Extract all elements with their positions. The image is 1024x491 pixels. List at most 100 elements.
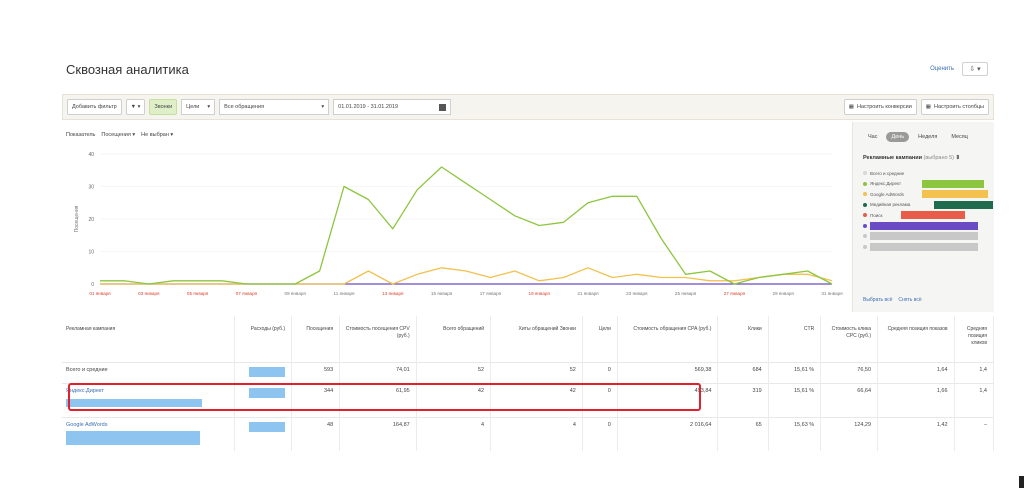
y-tick-label: 20 — [88, 217, 94, 223]
x-tick-label: 23 января — [626, 291, 648, 296]
date-range-input[interactable]: 01.01.2019 - 31.01.2019 — [333, 99, 452, 115]
campaign-link[interactable]: Google AdWords — [66, 421, 108, 428]
cpa-cell: 2 016,64 — [617, 416, 719, 451]
filter-menu-button[interactable]: ▼ ▾ — [125, 99, 146, 115]
rate-link[interactable]: Оценить — [930, 66, 954, 72]
legend-item[interactable]: Медийная реклама — [863, 200, 993, 211]
goals-cell: 0 — [582, 361, 618, 383]
avg-click-pos-cell: – — [954, 416, 995, 451]
ctr-cell: 15,63 % — [768, 416, 822, 451]
legend-item[interactable]: Всего и средние — [863, 168, 993, 179]
legend-actions: Выбрать всё Снять всё — [863, 297, 922, 303]
avg-click-pos-cell: 1,4 — [954, 361, 995, 383]
requests-select[interactable]: Все обращения ▾ — [219, 99, 330, 115]
col-spend[interactable]: Расходы (руб.) — [234, 316, 293, 362]
reset-all-link[interactable]: Снять всё — [898, 297, 922, 303]
corner-mark — [1019, 476, 1024, 488]
select-all-link[interactable]: Выбрать всё — [863, 297, 893, 303]
y-tick-label: 40 — [88, 152, 94, 158]
legend-bar — [870, 242, 979, 251]
calls-button[interactable]: Звонки — [149, 99, 178, 115]
ctr-cell: 15,61 % — [768, 361, 822, 383]
cpc-cell: 76,50 — [820, 361, 879, 383]
stats-table-wrap: Рекламная кампания Расходы (руб.) Посеще… — [62, 316, 995, 451]
redacted-value — [66, 398, 202, 407]
visits-cell: 593 — [291, 361, 341, 383]
goals-cell: 0 — [582, 416, 618, 451]
legend-bar — [921, 190, 989, 198]
legend-dot — [863, 234, 867, 239]
legend-item[interactable]: Яндекс.Директ — [863, 179, 993, 190]
col-clicks[interactable]: Клики — [717, 316, 769, 362]
series-line — [100, 267, 833, 285]
configure-goals-label: Настроить конверсии — [856, 104, 912, 110]
x-tick-label: 05 января — [187, 291, 209, 296]
x-tick-label: 25 января — [675, 291, 697, 296]
legend-bar — [870, 221, 979, 230]
chart-controls: Показатель Посещения ▾ Не выбран ▾ — [66, 132, 173, 138]
calendar-icon — [439, 103, 447, 111]
x-tick-label: 17 января — [480, 291, 502, 296]
legend-item[interactable] — [863, 221, 993, 232]
avg-impression-pos-cell: 1,66 — [877, 382, 955, 417]
x-tick-label: 11 января — [333, 291, 355, 296]
col-goals[interactable]: Цели — [582, 316, 618, 362]
metric-select[interactable]: Посещения ▾ — [101, 132, 135, 138]
col-cpv[interactable]: Стоимость посещения CPV (руб.) — [339, 316, 417, 362]
add-filter-button[interactable]: Добавить фильтр — [67, 99, 122, 115]
period-tab[interactable]: Час — [868, 134, 878, 140]
chevron-down-icon: ▾ — [321, 104, 325, 110]
stats-table: Рекламная кампания Расходы (руб.) Посеще… — [62, 316, 995, 451]
spend-cell — [234, 361, 293, 383]
col-calls[interactable]: Хиты обращений Звонки — [490, 316, 583, 362]
configure-columns-label: Настроить столбцы — [933, 104, 984, 110]
x-tick-label: 27 января — [724, 291, 746, 296]
series-line — [100, 166, 833, 285]
chevron-down-icon: ▾ — [170, 132, 174, 138]
legend-item[interactable] — [863, 242, 993, 253]
spend-cell — [234, 416, 293, 451]
cpa-cell: 493,84 — [617, 382, 719, 417]
avg-impression-pos-cell: 1,64 — [877, 361, 955, 383]
page-title: Сквозная аналитика — [66, 62, 189, 77]
second-metric-select[interactable]: Не выбран ▾ — [141, 132, 173, 138]
legend-bar — [921, 179, 985, 188]
cpa-cell: 569,38 — [617, 361, 719, 383]
cpv-cell: 74,01 — [339, 361, 417, 383]
legend-label: Всего и средние — [870, 170, 905, 176]
legend-dot — [863, 244, 867, 249]
configure-goals-button[interactable]: ▦ Настроить конверсии — [843, 99, 917, 115]
col-avg-click-pos[interactable]: Средняя позиция кликов — [954, 316, 995, 362]
campaign-link[interactable]: Яндекс.Директ — [66, 387, 104, 394]
legend-item[interactable] — [863, 231, 993, 242]
legend-bar — [900, 211, 965, 219]
legend-item[interactable]: Поиск — [863, 210, 993, 221]
legend-count: (выбрано 5) — [923, 155, 955, 161]
x-tick-label: 09 января — [285, 291, 307, 296]
col-cpa[interactable]: Стоимость обращения CPA (руб.) — [617, 316, 719, 362]
cpv-cell: 61,95 — [339, 382, 417, 417]
col-campaign[interactable]: Рекламная кампания — [62, 316, 236, 362]
period-tab[interactable]: Месяц — [951, 134, 968, 140]
col-ctr[interactable]: CTR — [768, 316, 822, 362]
col-visits[interactable]: Посещения — [291, 316, 341, 362]
period-tab[interactable]: День — [886, 132, 910, 142]
goals-select[interactable]: Цели ▾ — [181, 99, 216, 115]
col-avg-impression-pos[interactable]: Средняя позиция показов — [877, 316, 955, 362]
y-axis-label: Посещения — [74, 205, 80, 232]
export-button[interactable]: ⇩ ▾ — [962, 62, 988, 76]
redacted-value — [66, 430, 200, 445]
period-tab[interactable]: Неделя — [918, 134, 938, 140]
x-tick-label: 21 января — [577, 291, 599, 296]
legend-bar — [870, 232, 979, 240]
sort-icon[interactable]: ⇕ — [955, 155, 961, 161]
legend-dot — [863, 202, 867, 207]
col-cpc[interactable]: Стоимость клика CPC (руб.) — [820, 316, 879, 362]
table-row-total: Всего и средние 593 74,01 52 52 0 569,38… — [62, 361, 995, 383]
y-tick-label: 10 — [88, 250, 94, 256]
configure-columns-button[interactable]: ▦ Настроить столбцы — [920, 99, 989, 115]
legend-label: Google AdWords — [870, 191, 904, 197]
col-requests[interactable]: Всего обращений — [416, 316, 492, 362]
legend-item[interactable]: Google AdWords — [863, 189, 993, 200]
requests-cell: 4 — [416, 416, 492, 451]
